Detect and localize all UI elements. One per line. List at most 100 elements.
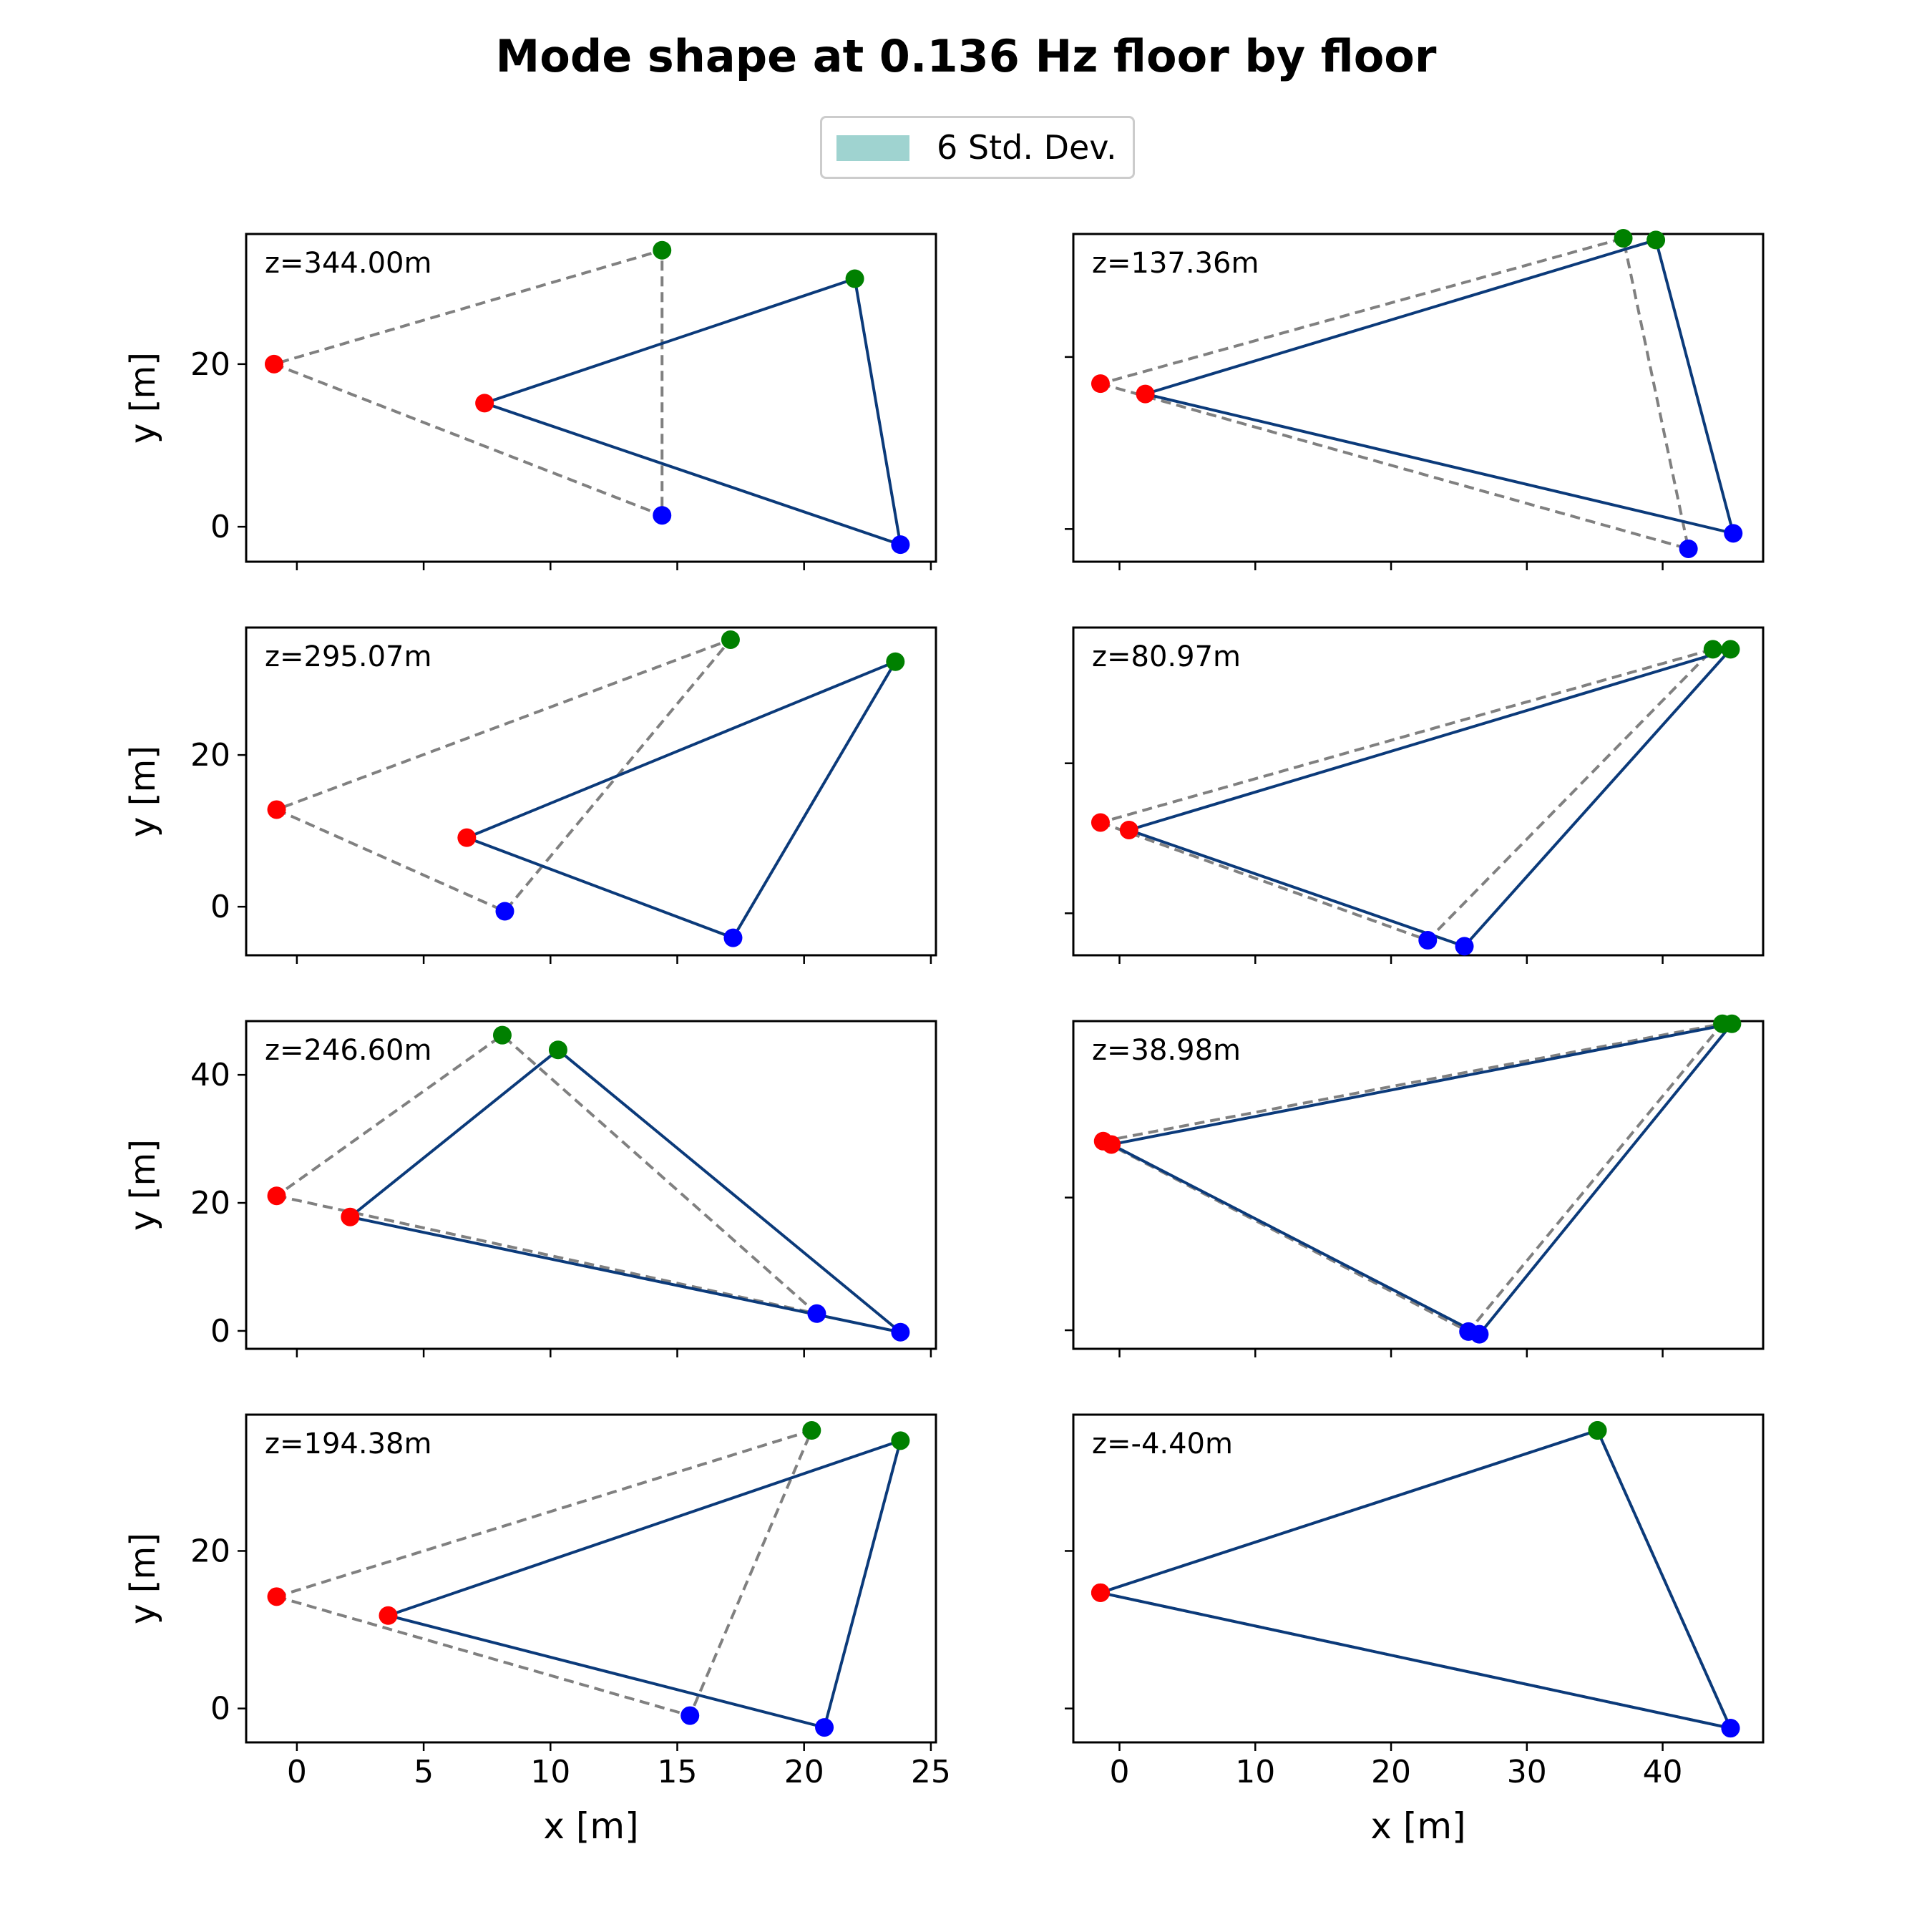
node-point [891,1322,910,1342]
undeformed-outline [269,248,664,518]
y-axis-label: y [m] [123,1533,163,1624]
legend: 6 Std. Dev. [820,116,1135,179]
y-tick-label: 0 [210,889,230,925]
node-point [1646,230,1666,250]
node-point [457,828,477,847]
x-tick-label: 5 [414,1754,434,1790]
x-tick-label: 30 [1507,1754,1547,1790]
axes-frame [245,233,937,563]
undeformed-outline [1095,236,1691,551]
x-tick-label: 10 [530,1754,570,1790]
undeformed-outline [273,1033,822,1317]
node-point [1470,1324,1489,1344]
y-axis-label: y [m] [123,352,163,444]
undeformed-outline [1098,1021,1727,1334]
y-tick-label: 0 [210,1313,230,1350]
node-point [802,1421,821,1440]
floor-label: z=38.98m [1092,1034,1241,1067]
floor-label: z=246.60m [265,1034,431,1067]
node-point [721,630,740,649]
node-point [1102,1135,1121,1154]
node-point [1679,539,1698,558]
x-tick-label: 25 [911,1754,951,1790]
node-point [807,1304,826,1323]
node-point [475,394,494,413]
subplot: 0 10 20 30 40 x [m] z=-4.40m [1065,1413,1765,1847]
node-point [1455,937,1474,956]
node-point [1588,1421,1607,1440]
node-point [886,652,905,671]
node-point [1703,640,1722,659]
node-point [495,902,514,921]
x-tick-label: 20 [784,1754,824,1790]
x-tick-label: 0 [287,1754,307,1790]
floor-label: z=194.38m [265,1428,431,1460]
node-point [653,240,672,260]
floor-label: z=80.97m [1092,640,1241,673]
x-axis-label: x [m] [543,1805,638,1847]
deformed-outline [383,1438,903,1729]
node-point [845,269,864,288]
node-point [1724,524,1743,543]
undeformed-outline [1096,646,1718,942]
x-axis-label: x [m] [1370,1805,1465,1847]
y-axis-label: y [m] [123,746,163,837]
x-tick-label: 10 [1235,1754,1275,1790]
node-point [1418,931,1438,950]
node-point [653,506,672,525]
node-point [341,1207,360,1226]
subplot: 0 20 40 y [m] z=246.60m [123,1020,937,1357]
deformed-outline [1095,1428,1733,1730]
node-point [1722,1014,1742,1033]
node-point [267,1186,286,1206]
deformed-outline [1124,646,1735,948]
node-point [891,1431,910,1450]
floor-label: z=295.07m [265,640,431,673]
figure-title: Mode shape at 0.136 Hz floor by floor [495,30,1437,82]
y-tick-label: 20 [190,737,230,774]
node-point [815,1718,834,1737]
node-point [891,535,910,555]
node-point [1091,813,1110,832]
node-point [267,800,286,819]
floor-label: z=137.36m [1092,247,1259,280]
x-tick-label: 0 [1110,1754,1130,1790]
node-point [680,1706,700,1725]
x-tick-label: 20 [1371,1754,1411,1790]
y-tick-label: 40 [190,1057,230,1093]
y-tick-label: 20 [190,1185,230,1221]
x-tick-label: 15 [658,1754,698,1790]
y-tick-label: 20 [190,1533,230,1569]
node-point [1614,229,1633,248]
floor-label: z=-4.40m [1092,1428,1233,1460]
node-point [492,1025,512,1045]
subplot: z=137.36m [1065,229,1765,570]
node-point [1091,1583,1110,1602]
floor-label: z=344.00m [265,247,431,280]
subplot: z=80.97m [1065,626,1765,964]
x-tick-label: 40 [1643,1754,1683,1790]
legend-label: 6 Std. Dev. [937,128,1117,167]
axes-frame [1072,233,1765,563]
node-point [1721,640,1740,659]
node-point [379,1606,398,1625]
subplot: 0 20 y [m] z=344.00m [123,233,937,570]
deformed-outline [1139,238,1736,536]
node-point [548,1040,567,1060]
deformed-outline [1107,1021,1736,1337]
undeformed-outline [271,1428,814,1717]
subplot: 0 20 y [m] z=295.07m [123,626,937,964]
y-tick-label: 0 [210,1691,230,1727]
y-tick-label: 20 [190,346,230,383]
subplot: z=38.98m [1065,1014,1765,1357]
legend-swatch [836,135,909,161]
axes-frame [1072,1413,1765,1744]
deformed-outline [479,276,902,547]
subplot: 0 5 10 15 20 25 0 20 y [m] x [m] z=194.38m [123,1413,951,1847]
axes-frame [245,1020,937,1350]
y-tick-label: 0 [210,509,230,545]
node-point [1119,820,1138,839]
axes-frame [1072,626,1765,957]
y-axis-label: y [m] [123,1139,163,1231]
